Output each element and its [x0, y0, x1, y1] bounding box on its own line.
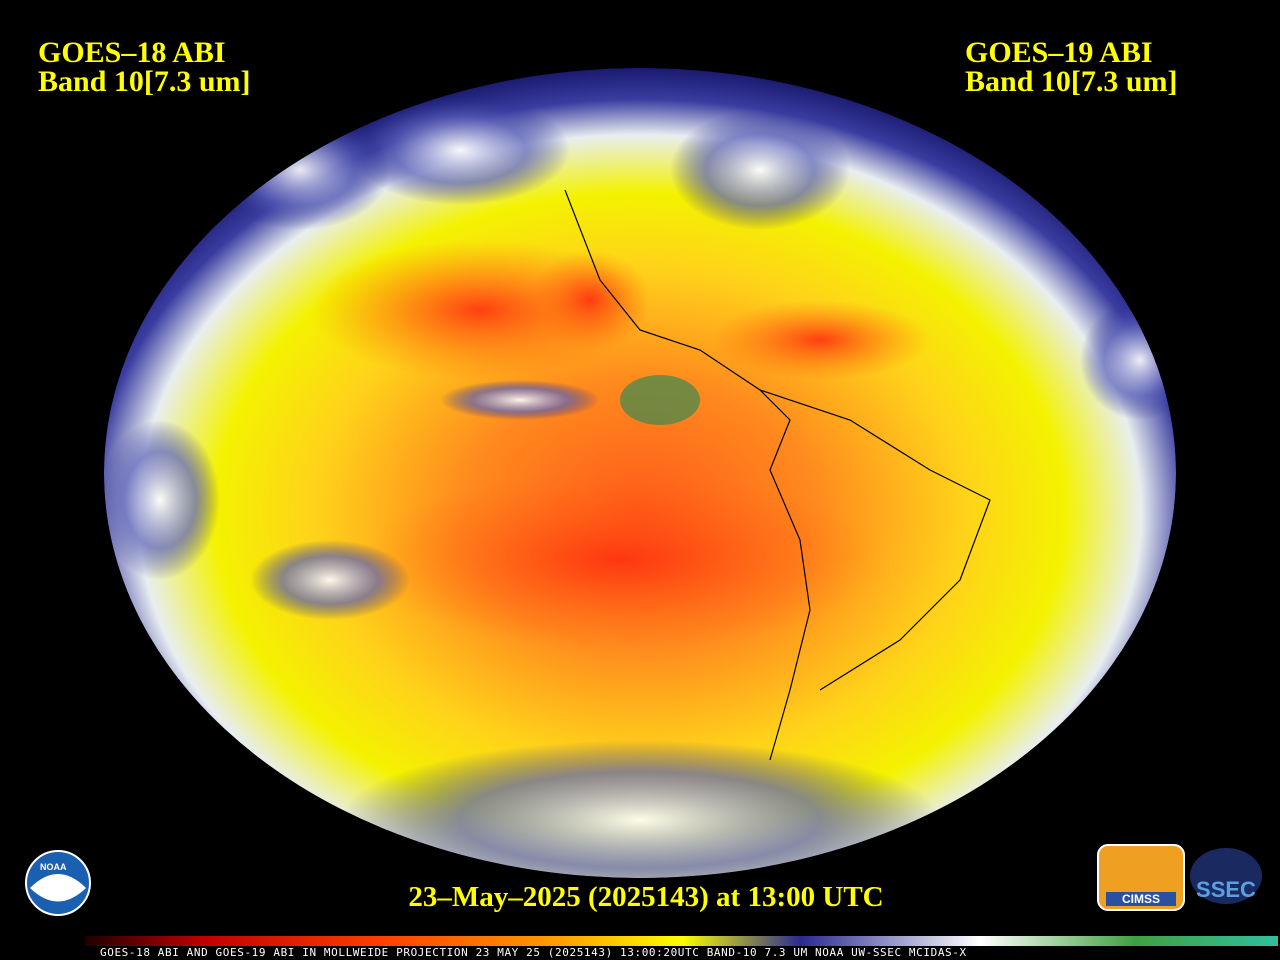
ssec-logo: SSEC [1190, 848, 1262, 904]
cimss-text: CIMSS [1122, 892, 1160, 906]
color-bar [85, 936, 1278, 946]
cimss-logo: CIMSS [1097, 844, 1185, 911]
noaa-text: NOAA [40, 862, 67, 872]
ssec-text: SSEC [1196, 877, 1256, 902]
left-title: GOES–18 ABI [38, 36, 226, 69]
earth-image [104, 68, 1176, 878]
right-band: Band 10[7.3 um] [965, 65, 1178, 98]
noaa-logo: NOAA [25, 850, 91, 916]
right-title: GOES–19 ABI [965, 36, 1153, 69]
caption: GOES-18 ABI AND GOES-19 ABI IN MOLLWEIDE… [100, 946, 967, 959]
left-band: Band 10[7.3 um] [38, 65, 251, 98]
date-label: 23–May–2025 (2025143) at 13:00 UTC [408, 881, 883, 913]
